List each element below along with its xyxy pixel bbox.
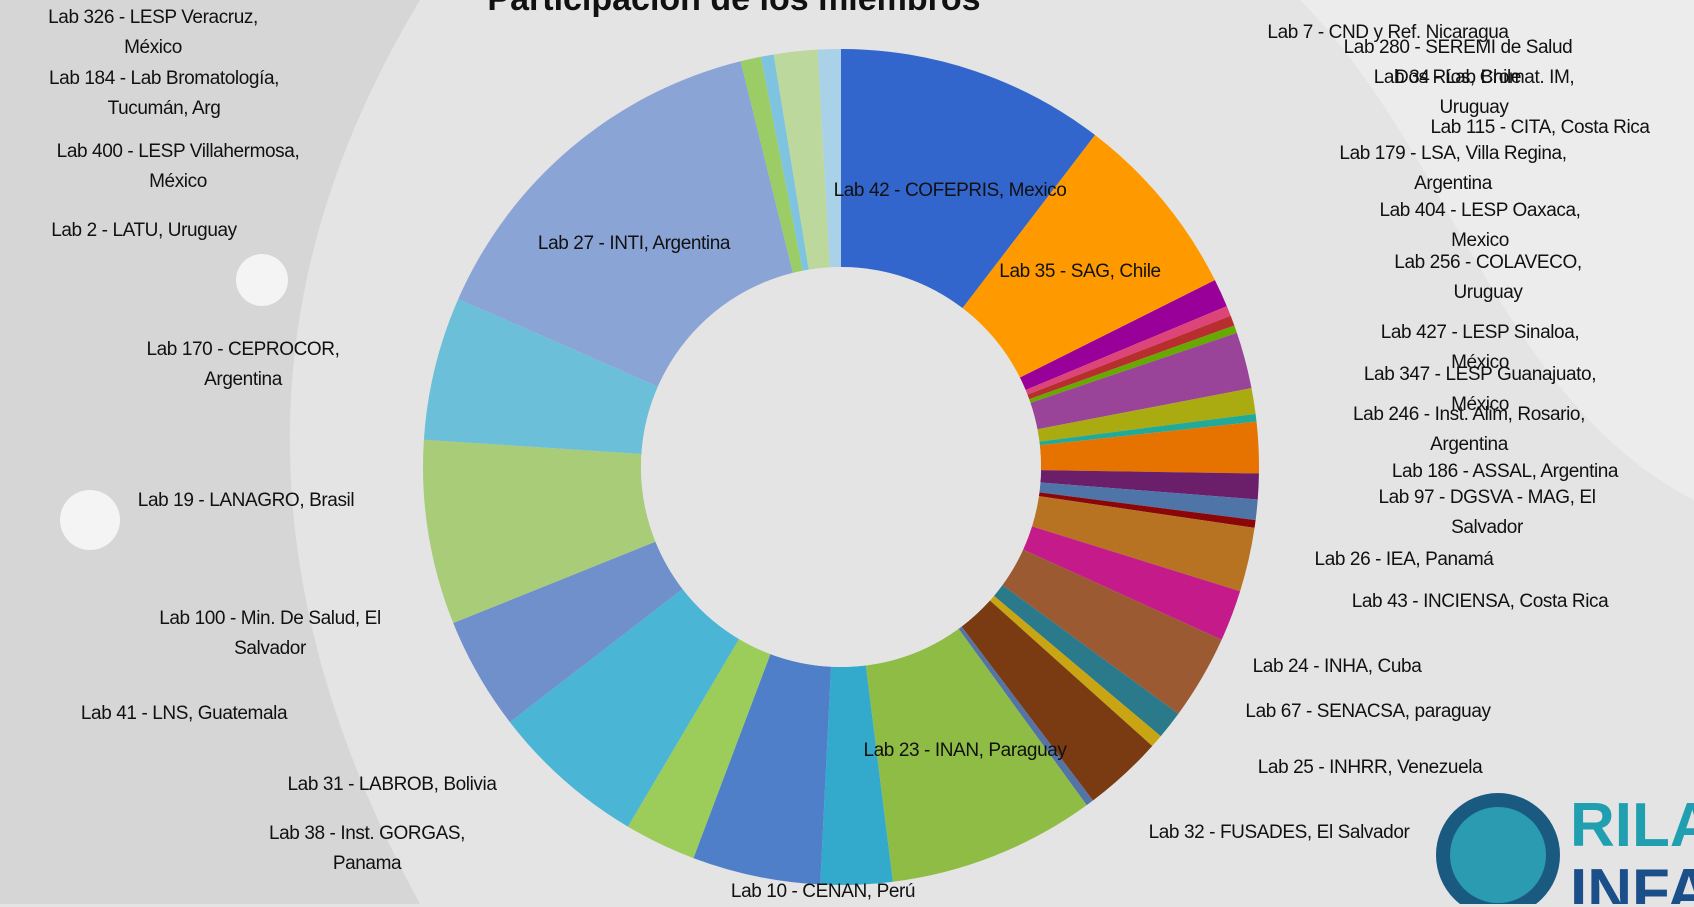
donut-hole bbox=[641, 267, 1041, 667]
slice-label: Lab 184 - Lab Bromatología, Tucumán, Arg bbox=[25, 64, 303, 124]
background-shape bbox=[0, 0, 420, 904]
slice-label: Lab 256 - COLAVECO, Uruguay bbox=[1387, 248, 1589, 308]
slice-label: Lab 32 - FUSADES, El Salvador bbox=[1149, 818, 1410, 848]
logo-text: RILA bbox=[1570, 791, 1694, 860]
slice-label: Lab 97 - DGSVA - MAG, El Salvador bbox=[1361, 483, 1613, 543]
donut bbox=[423, 49, 1259, 885]
background-dot bbox=[236, 254, 288, 306]
slice-label: Lab 246 - Inst. Alim, Rosario, Argentina bbox=[1318, 400, 1620, 460]
slice-label: Lab 404 - LESP Oaxaca, Mexico bbox=[1364, 196, 1596, 256]
slice-label: Lab 2 - LATU, Uruguay bbox=[51, 216, 237, 246]
slice-label: Lab 19 - LANAGRO, Brasil bbox=[138, 486, 354, 516]
chart-title: Participación de los miembros bbox=[487, 0, 980, 18]
slice-label: Lab 100 - Min. De Salud, El Salvador bbox=[131, 604, 409, 664]
slice-label: Lab 38 - Inst. GORGAS, Panama bbox=[251, 819, 483, 879]
slice-label: Lab 179 - LSA, Villa Regina, Argentina bbox=[1309, 139, 1597, 199]
slice-label: Lab 24 - INHA, Cuba bbox=[1253, 652, 1422, 682]
slice-label: Lab 10 - CENAN, Perú bbox=[731, 877, 915, 907]
slice-label: Lab 170 - CEPROCOR, Argentina bbox=[142, 335, 344, 395]
slice-label: Lab 26 - IEA, Panamá bbox=[1315, 545, 1494, 575]
slice-label: Lab 67 - SENACSA, paraguay bbox=[1245, 697, 1490, 727]
slice-label: Lab 23 - INAN, Paraguay bbox=[863, 736, 1066, 766]
logo: RILA INFA bbox=[1436, 791, 1694, 904]
slice-label: Lab 326 - LESP Veracruz, México bbox=[29, 3, 277, 63]
slice-label: Lab 43 - INCIENSA, Costa Rica bbox=[1352, 587, 1609, 617]
logo-text: INFA bbox=[1570, 857, 1694, 904]
page: {"chart_data": {"type": "donut", "title"… bbox=[0, 0, 1694, 904]
logo-globe bbox=[1450, 807, 1546, 903]
slice-label: Lab 41 - LNS, Guatemala bbox=[81, 699, 287, 729]
slice-label: Lab 400 - LESP Villahermosa, México bbox=[34, 137, 322, 197]
slice-label: Lab 27 - INTI, Argentina bbox=[538, 229, 730, 259]
slice-label: Lab 31 - LABROB, Bolivia bbox=[287, 770, 496, 800]
slice-label: Lab 35 - SAG, Chile bbox=[999, 257, 1160, 287]
background-dot bbox=[60, 490, 120, 550]
slice-label: Lab 25 - INHRR, Venezuela bbox=[1258, 753, 1482, 783]
slice-label: Lab 42 - COFEPRIS, Mexico bbox=[834, 176, 1067, 206]
